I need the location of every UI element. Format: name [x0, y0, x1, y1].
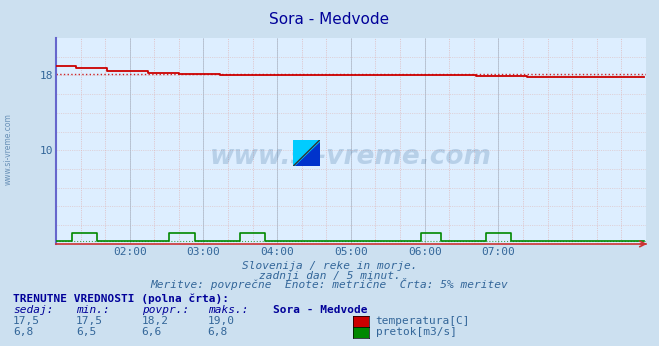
Text: 18,2: 18,2 [142, 316, 169, 326]
Text: Sora - Medvode: Sora - Medvode [273, 305, 368, 315]
Text: www.si-vreme.com: www.si-vreme.com [210, 145, 492, 171]
Text: pretok[m3/s]: pretok[m3/s] [376, 327, 457, 337]
Text: 6,6: 6,6 [142, 327, 162, 337]
Text: www.si-vreme.com: www.si-vreme.com [3, 113, 13, 185]
Text: Meritve: povprečne  Enote: metrične  Črta: 5% meritev: Meritve: povprečne Enote: metrične Črta:… [151, 278, 508, 290]
Text: Slovenija / reke in morje.: Slovenija / reke in morje. [242, 261, 417, 271]
Text: 6,8: 6,8 [208, 327, 228, 337]
Text: 17,5: 17,5 [13, 316, 40, 326]
Text: min.:: min.: [76, 305, 109, 315]
Text: 17,5: 17,5 [76, 316, 103, 326]
Text: temperatura[C]: temperatura[C] [376, 316, 470, 326]
Polygon shape [293, 140, 320, 166]
Text: 6,8: 6,8 [13, 327, 34, 337]
Text: TRENUTNE VREDNOSTI (polna črta):: TRENUTNE VREDNOSTI (polna črta): [13, 293, 229, 304]
Text: 6,5: 6,5 [76, 327, 96, 337]
Text: povpr.:: povpr.: [142, 305, 189, 315]
Text: zadnji dan / 5 minut.: zadnji dan / 5 minut. [258, 271, 401, 281]
Text: Sora - Medvode: Sora - Medvode [270, 12, 389, 27]
Text: 19,0: 19,0 [208, 316, 235, 326]
Polygon shape [293, 140, 320, 166]
Text: sedaj:: sedaj: [13, 305, 53, 315]
Text: maks.:: maks.: [208, 305, 248, 315]
